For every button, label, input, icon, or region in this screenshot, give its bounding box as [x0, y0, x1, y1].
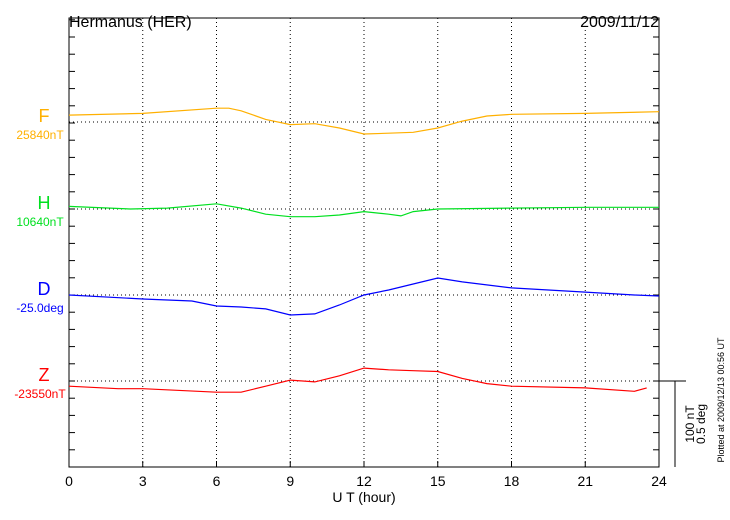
series-labels: F 25840nT H 10640nT D -25.0deg Z -23550nT: [14, 106, 66, 401]
series-baseline-F: 25840nT: [16, 128, 64, 142]
chart-title: Hermanus (HER): [69, 14, 192, 31]
scale-label-deg: 0.5 deg: [694, 404, 708, 444]
trace-H: [68, 203, 659, 218]
trace-Z: [68, 367, 647, 393]
grid: [69, 18, 659, 467]
plot-frame: [68, 17, 660, 468]
series-name-H: H: [38, 193, 51, 213]
series-baseline-D: -25.0deg: [16, 301, 63, 315]
x-tick-label: 3: [139, 473, 147, 489]
axes: 0 3 6 9 12 15 18 21 24: [65, 17, 686, 489]
x-tick-label: 9: [286, 473, 294, 489]
series-name-F: F: [39, 106, 50, 126]
plotted-timestamp: Plotted at 2009/12/13 00:56 UT: [716, 337, 726, 463]
series-name-D: D: [38, 279, 51, 299]
x-tick-label: 12: [356, 473, 372, 489]
x-tick-label: 6: [213, 473, 221, 489]
x-tick-label: 18: [504, 473, 520, 489]
chart-date: 2009/11/12: [580, 14, 659, 31]
x-tick-label: 21: [577, 473, 593, 489]
x-tick-label: 24: [651, 473, 667, 489]
trace-D: [68, 277, 660, 316]
x-tick-label: 15: [430, 473, 446, 489]
trace-F: [68, 107, 660, 135]
series-baseline-Z: -23550nT: [14, 387, 66, 401]
scale-label-nt: 100 nT: [683, 405, 697, 443]
x-tick-label: 0: [65, 473, 73, 489]
series-baseline-H: 10640nT: [16, 215, 64, 229]
series-name-Z: Z: [39, 365, 50, 385]
traces: [68, 107, 660, 393]
x-axis-label: U T (hour): [332, 489, 395, 505]
